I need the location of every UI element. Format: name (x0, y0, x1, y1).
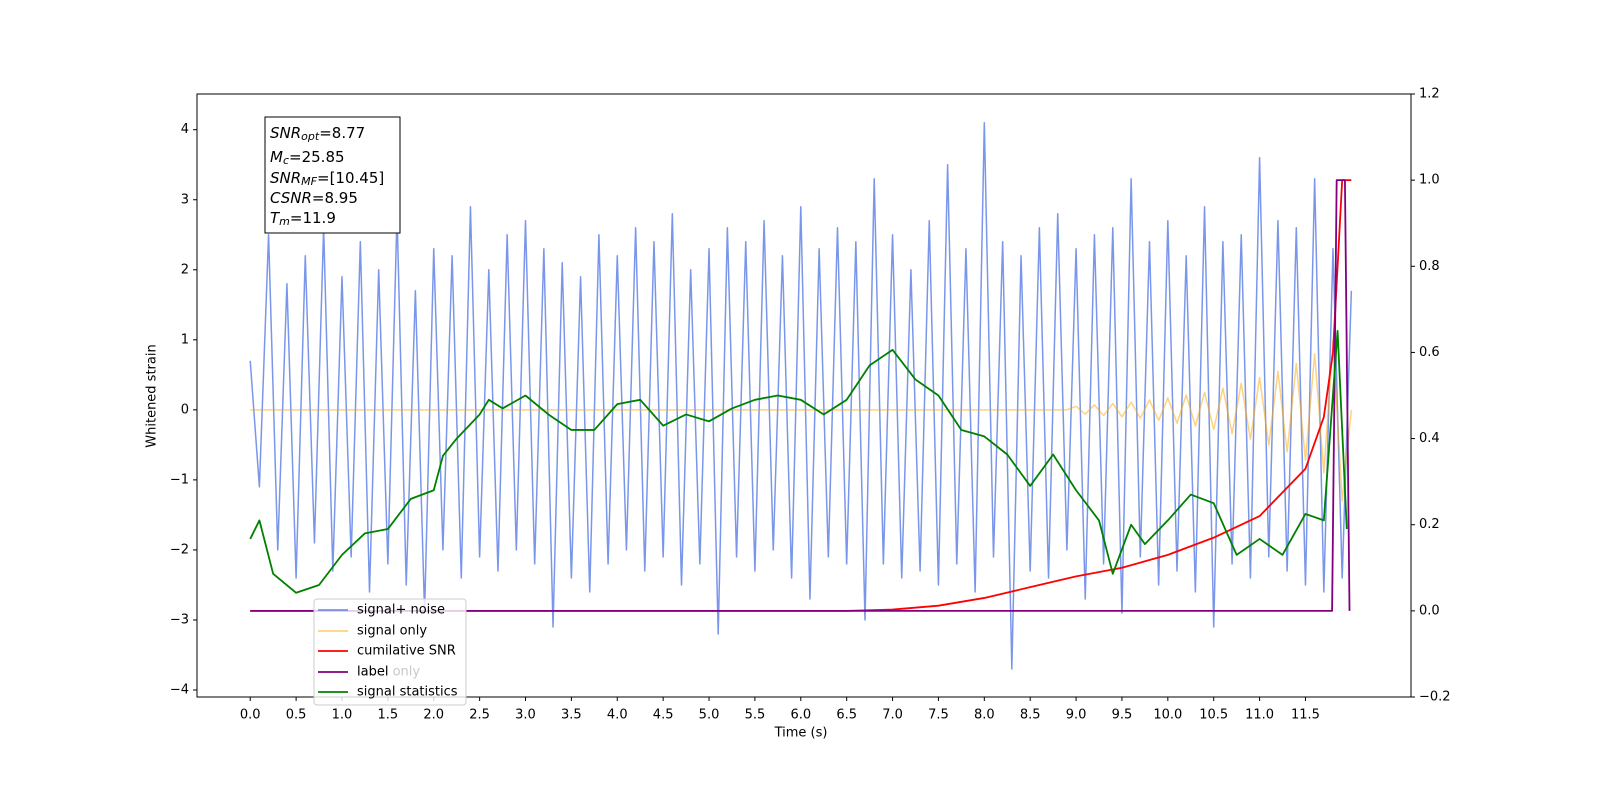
series-line (250, 339, 1353, 502)
text-box (264, 116, 401, 234)
legend-label: cumilative SNR (357, 644, 456, 659)
y2-tick-label: 0.2 (1419, 517, 1440, 532)
y2-tick-label: 1.0 (1419, 173, 1440, 188)
x-tick-label: 4.5 (653, 708, 674, 723)
text-box-name: M (270, 148, 283, 166)
text-box-line: Mc=25.85 (270, 148, 345, 168)
text-box-line: SNRopt=8.77 (270, 124, 365, 144)
text-box-rest: =25.85 (289, 148, 345, 166)
x-tick-label: 6.5 (836, 708, 857, 723)
y-tick-label: 4 (181, 122, 189, 137)
x-tick-label: 0.5 (286, 708, 307, 723)
text-box-name: T (270, 209, 281, 227)
y2-tick-label: −0.2 (1419, 690, 1451, 705)
y-tick-label: 2 (181, 262, 189, 277)
x-tick-label: 9.0 (1066, 708, 1087, 723)
text-box-line: Tm=11.9 (270, 209, 336, 229)
legend-ghost: label only (357, 665, 420, 680)
y-tick-label: −3 (170, 612, 189, 627)
x-tick-label: 0.0 (240, 708, 261, 723)
text-box-line: CSNR=8.95 (270, 189, 358, 207)
x-tick-label: 10.0 (1153, 708, 1182, 723)
x-tick-label: 5.0 (699, 708, 720, 723)
x-tick-label: 2.0 (423, 708, 444, 723)
text-box-rest: =8.95 (312, 189, 358, 207)
x-tick-label: 3.0 (515, 708, 536, 723)
text-box-rest: =[10.45] (317, 169, 384, 187)
text-box-sub: opt (301, 130, 320, 143)
text-box-name: SNR (270, 124, 301, 142)
y-axis-label: Whitened strain (145, 344, 160, 447)
series-line (250, 179, 1351, 612)
x-tick-label: 3.5 (561, 708, 582, 723)
x-tick-label: 2.5 (469, 708, 490, 723)
plot-frame (196, 93, 1412, 698)
x-tick-label: 7.5 (928, 708, 949, 723)
y-tick-label: −2 (170, 542, 189, 557)
x-tick-label: 7.0 (882, 708, 903, 723)
y2-tick-label: 0.8 (1419, 259, 1440, 274)
text-box-name: SNR (270, 169, 301, 187)
x-tick-label: 4.0 (607, 708, 628, 723)
y-tick-label: 1 (181, 332, 189, 347)
x-tick-label: 8.5 (1020, 708, 1041, 723)
y-tick-label: −1 (170, 472, 189, 487)
y-tick-label: −4 (170, 682, 189, 697)
series-line (249, 329, 1348, 594)
text-box-sub: MF (301, 175, 317, 188)
y2-tick-label: 1.2 (1419, 87, 1440, 102)
y2-tick-label: 0.4 (1419, 431, 1440, 446)
y2-tick-label: 0.6 (1419, 345, 1440, 360)
x-tick-label: 11.0 (1245, 708, 1274, 723)
legend-label: signal only (357, 624, 427, 639)
legend-label: signal statistics (357, 685, 458, 700)
x-tick-label: 1.5 (378, 708, 399, 723)
x-axis-label: Time (s) (774, 726, 828, 741)
legend-box (313, 598, 467, 706)
x-tick-label: 6.0 (790, 708, 811, 723)
y-tick-label: 0 (181, 402, 189, 417)
text-box-line: SNRMF=[10.45] (270, 169, 384, 189)
text-box-rest: =11.9 (290, 209, 336, 227)
text-box-rest: =8.77 (319, 124, 365, 142)
x-tick-label: 1.0 (332, 708, 353, 723)
text-box-sub: c (283, 154, 289, 167)
legend-label: signal+ noise (357, 603, 445, 618)
y-tick-label: 3 (181, 192, 189, 207)
legend-label: label (357, 665, 388, 680)
series-line (249, 121, 1353, 670)
x-tick-label: 11.5 (1291, 708, 1320, 723)
text-box-name: CSNR (270, 189, 312, 207)
x-tick-label: 5.5 (745, 708, 766, 723)
y2-tick-label: 0.0 (1419, 603, 1440, 618)
x-tick-label: 8.0 (974, 708, 995, 723)
x-tick-label: 9.5 (1112, 708, 1133, 723)
text-box-sub: m (279, 215, 290, 228)
x-tick-label: 10.5 (1199, 708, 1228, 723)
